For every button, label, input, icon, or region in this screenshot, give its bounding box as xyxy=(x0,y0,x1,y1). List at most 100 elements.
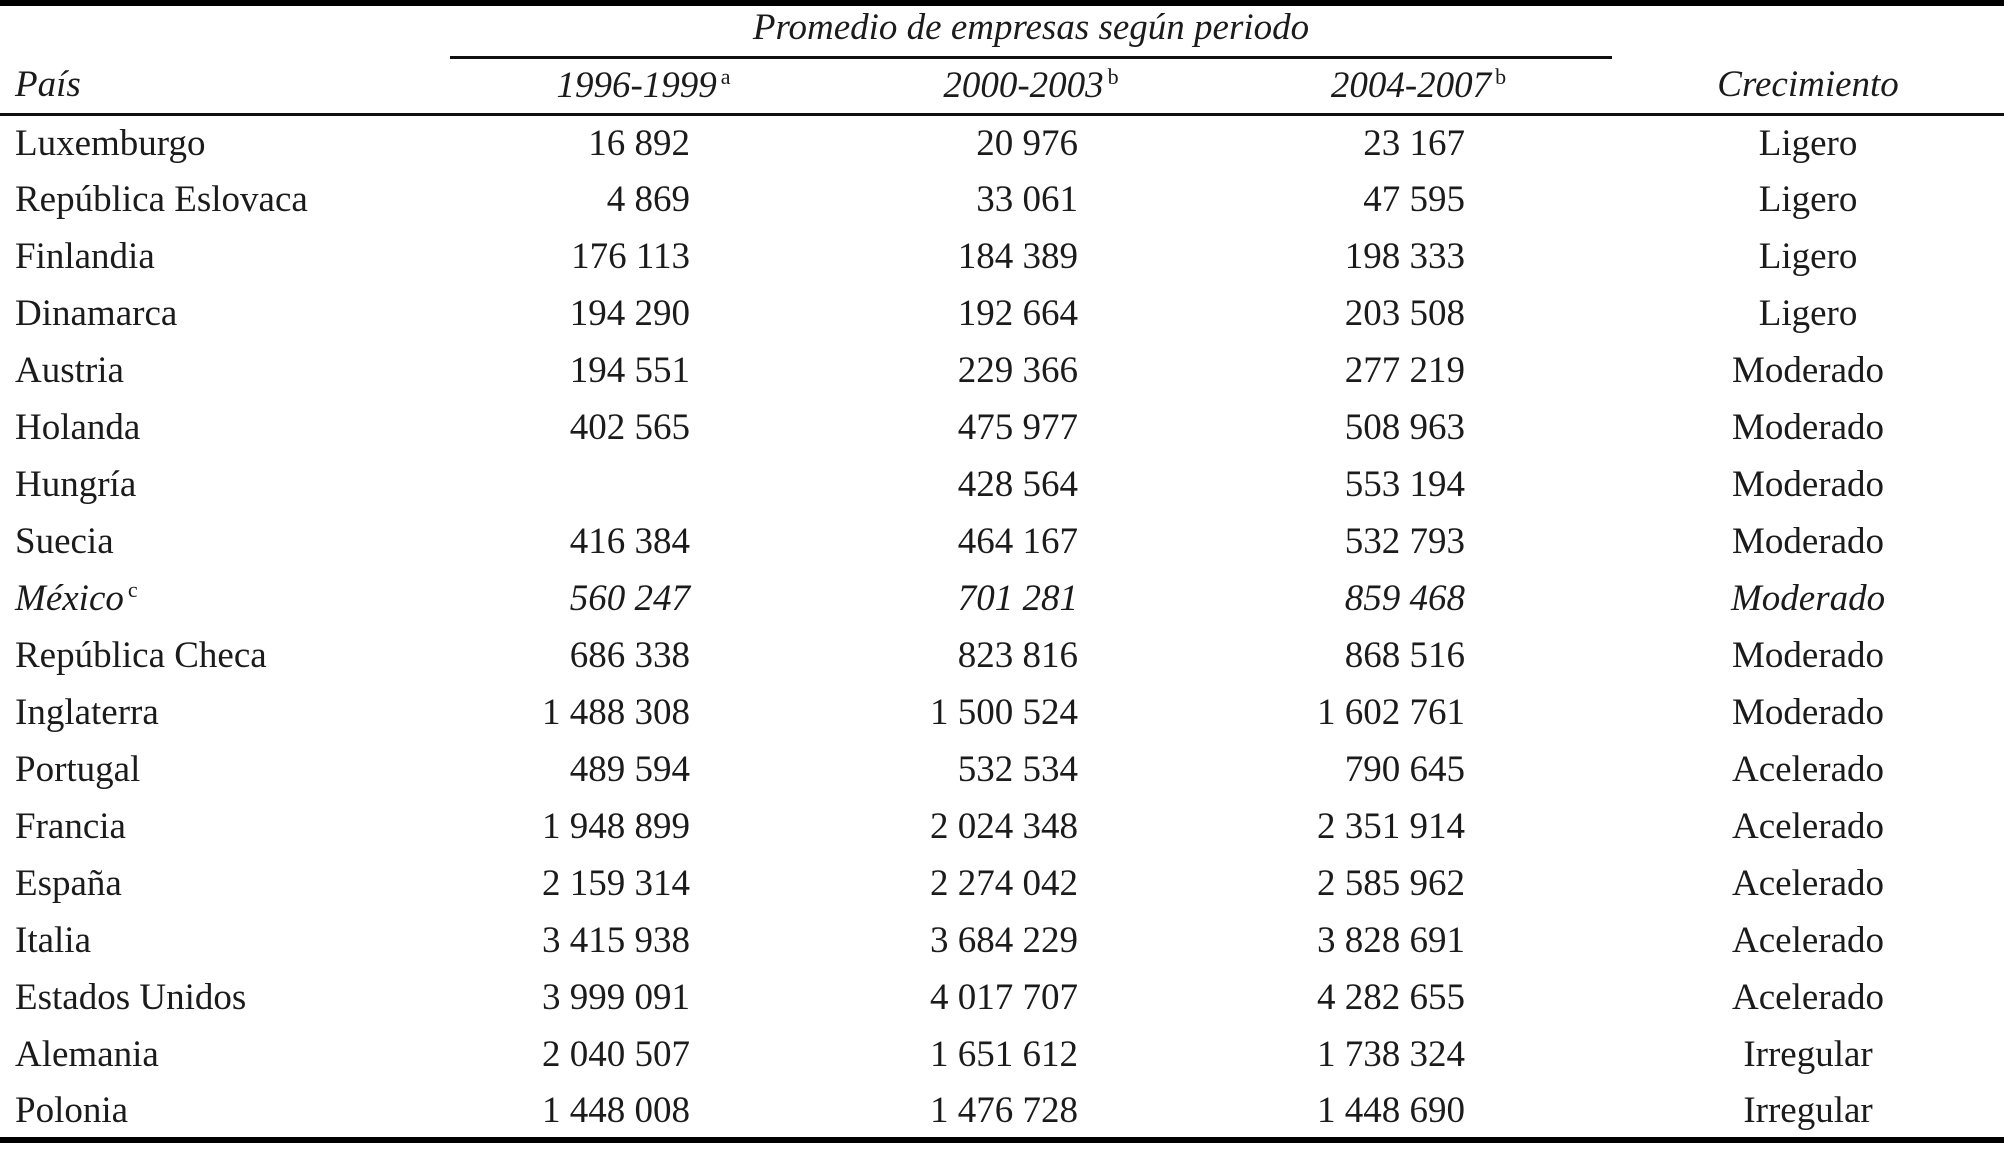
table-row: Austria 194 551 229 366 277 219 Moderado xyxy=(0,342,2004,399)
period2-value-cell: 184 389 xyxy=(957,236,1078,277)
period1-value-cell: 416 384 xyxy=(569,521,690,562)
footnote-marker-b2: b xyxy=(1495,64,1507,89)
period1-value-cell: 2 040 507 xyxy=(542,1034,690,1075)
period1-value-cell: 2 159 314 xyxy=(542,863,690,904)
period1-value-cell: 1 948 899 xyxy=(542,806,690,847)
col-header-period-3: 2004-2007 b xyxy=(1225,57,1613,116)
period1-value-cell xyxy=(450,456,837,513)
table-row: Dinamarca 194 290 192 664 203 508 Ligero xyxy=(0,285,2004,342)
footnote-marker-b1: b xyxy=(1107,64,1119,89)
country-name: Portugal xyxy=(15,749,141,790)
table-row: Italia 3 415 938 3 684 229 3 828 691 Ace… xyxy=(0,912,2004,969)
table-row: Portugal 489 594 532 534 790 645 Acelera… xyxy=(0,741,2004,798)
growth-value-cell: Moderado xyxy=(1730,578,1886,619)
period3-value-cell: 203 508 xyxy=(1344,293,1466,334)
growth-value-cell: Ligero xyxy=(1758,122,1858,164)
period2-value-cell: 1 476 728 xyxy=(930,1089,1078,1131)
period3-value-cell: 47 595 xyxy=(1363,179,1466,220)
country-name: España xyxy=(15,863,122,904)
country-name: Dinamarca xyxy=(15,293,178,334)
table-row: Inglaterra 1 488 308 1 500 524 1 602 761… xyxy=(0,684,2004,741)
country-name: República Checa xyxy=(15,635,267,676)
growth-value-cell: Acelerado xyxy=(1732,920,1885,961)
period2-value-cell: 428 564 xyxy=(957,464,1078,505)
growth-value-cell: Ligero xyxy=(1758,179,1858,220)
period1-value-cell: 4 869 xyxy=(606,179,690,220)
growth-value-cell: Ligero xyxy=(1758,236,1858,277)
period2-value-cell: 20 976 xyxy=(976,122,1078,164)
period2-value-cell: 532 534 xyxy=(957,749,1078,790)
col-header-pais: País xyxy=(0,57,450,116)
country-name: Finlandia xyxy=(15,236,155,277)
period3-value-cell: 508 963 xyxy=(1344,407,1466,448)
country-name: Luxemburgo xyxy=(15,122,206,164)
country-cell: Finlandia xyxy=(0,228,450,285)
period1-value-cell: 3 415 938 xyxy=(542,920,690,961)
table-row: Polonia 1 448 008 1 476 728 1 448 690 Ir… xyxy=(0,1083,2004,1140)
period3-value-cell: 553 194 xyxy=(1344,464,1466,505)
period3-value-cell: 2 351 914 xyxy=(1317,806,1466,847)
period2-value-cell: 4 017 707 xyxy=(930,977,1078,1018)
table-body: Luxemburgo 16 892 20 976 23 167 Ligero R… xyxy=(0,114,2004,1140)
country-footnote-marker: c xyxy=(127,577,138,602)
period3-value-cell: 277 219 xyxy=(1344,350,1466,391)
period1-value-cell: 194 551 xyxy=(569,350,690,391)
country-name: Francia xyxy=(15,806,126,847)
growth-value-cell: Irregular xyxy=(1743,1089,1873,1131)
growth-value-cell: Moderado xyxy=(1731,407,1885,448)
period3-value-cell: 23 167 xyxy=(1363,122,1466,164)
growth-value-cell: Moderado xyxy=(1731,635,1885,676)
period2-value-cell: 701 281 xyxy=(957,578,1078,619)
growth-value-cell: Irregular xyxy=(1743,1034,1873,1075)
header-row: País 1996-1999 a 2000-2003 b 2004-2007 b Cr… xyxy=(0,57,2004,116)
country-cell: Estados Unidos xyxy=(0,969,450,1026)
period2-value-cell: 33 061 xyxy=(976,179,1078,220)
growth-value-cell: Moderado xyxy=(1731,521,1885,562)
period2-value-cell: 475 977 xyxy=(957,407,1078,448)
country-cell: Hungría xyxy=(0,456,450,513)
period2-value-cell: 192 664 xyxy=(957,293,1078,334)
growth-value-cell: Moderado xyxy=(1731,350,1885,391)
period-1-label: 1996-1999 xyxy=(556,65,717,106)
country-name: México xyxy=(15,578,124,619)
country-cell: Francia xyxy=(0,798,450,855)
spanner-row: Promedio de empresas según periodo xyxy=(0,3,2004,59)
growth-value-cell: Ligero xyxy=(1758,293,1858,334)
country-name: Alemania xyxy=(15,1034,159,1075)
period3-value-cell: 3 828 691 xyxy=(1317,920,1466,961)
period3-value-cell: 1 738 324 xyxy=(1317,1034,1466,1075)
spanner-spacer-right xyxy=(1612,3,2004,57)
col-header-period-1: 1996-1999 a xyxy=(450,57,837,116)
growth-value-cell: Acelerado xyxy=(1732,863,1885,904)
country-cell: Dinamarca xyxy=(0,285,450,342)
country-name: Holanda xyxy=(15,407,141,448)
country-name: Suecia xyxy=(15,521,114,562)
period3-value-cell: 4 282 655 xyxy=(1317,977,1466,1018)
col-header-crecimiento: Crecimiento xyxy=(1612,57,2004,116)
growth-value-cell: Acelerado xyxy=(1732,749,1885,790)
country-name: Estados Unidos xyxy=(15,977,247,1018)
table-row: México c 560 247 701 281 859 468 Moderado xyxy=(0,570,2004,627)
period-3-label: 2004-2007 xyxy=(1330,65,1492,106)
spanner-header: Promedio de empresas según periodo xyxy=(450,3,1613,59)
period1-value-cell: 16 892 xyxy=(588,122,690,164)
period3-value-cell: 868 516 xyxy=(1344,635,1466,676)
table-row: Francia 1 948 899 2 024 348 2 351 914 Ac… xyxy=(0,798,2004,855)
table-row: Alemania 2 040 507 1 651 612 1 738 324 I… xyxy=(0,1026,2004,1083)
table-row: Hungría 428 564 553 194 Moderado xyxy=(0,456,2004,513)
table-row: España 2 159 314 2 274 042 2 585 962 Ace… xyxy=(0,855,2004,912)
country-cell: Polonia xyxy=(0,1083,450,1140)
table-head: Promedio de empresas según periodo País … xyxy=(0,3,2004,116)
country-cell: Italia xyxy=(0,912,450,969)
period2-value-cell: 464 167 xyxy=(957,521,1078,562)
country-name: Austria xyxy=(15,350,124,391)
footnote-marker-a: a xyxy=(720,64,731,89)
country-cell: Austria xyxy=(0,342,450,399)
period2-value-cell: 3 684 229 xyxy=(930,920,1078,961)
country-name: Inglaterra xyxy=(15,692,159,733)
period2-value-cell: 1 500 524 xyxy=(930,692,1078,733)
period2-value-cell: 823 816 xyxy=(957,635,1078,676)
table-row: Luxemburgo 16 892 20 976 23 167 Ligero xyxy=(0,114,2004,171)
